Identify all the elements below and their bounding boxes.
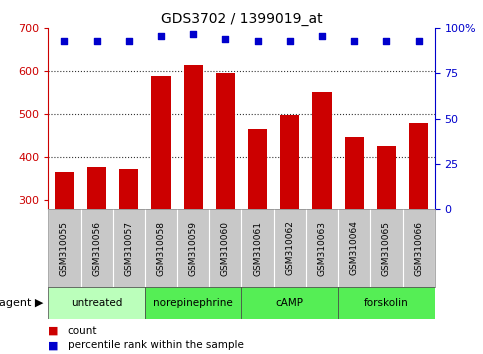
Point	[93, 38, 100, 44]
Point	[222, 36, 229, 42]
Text: GSM310064: GSM310064	[350, 221, 359, 275]
Text: GSM310060: GSM310060	[221, 221, 230, 275]
Bar	[338, 287, 435, 319]
Bar	[145, 287, 242, 319]
Text: cAMP: cAMP	[276, 298, 304, 308]
Point	[383, 38, 390, 44]
Bar	[216, 73, 235, 329]
Point	[125, 38, 133, 44]
Bar	[119, 169, 139, 329]
Bar	[184, 65, 203, 329]
Text: untreated: untreated	[71, 298, 122, 308]
Text: percentile rank within the sample: percentile rank within the sample	[68, 340, 243, 350]
Point	[189, 31, 197, 36]
Text: GSM310062: GSM310062	[285, 221, 294, 275]
Bar	[409, 123, 428, 329]
Text: GSM310063: GSM310063	[317, 221, 327, 275]
Text: count: count	[68, 326, 97, 336]
Bar	[48, 287, 145, 319]
Text: GSM310059: GSM310059	[189, 221, 198, 275]
Bar	[55, 172, 74, 329]
Text: GSM310065: GSM310065	[382, 221, 391, 275]
Text: GSM310056: GSM310056	[92, 221, 101, 275]
Text: GSM310058: GSM310058	[156, 221, 166, 275]
Title: GDS3702 / 1399019_at: GDS3702 / 1399019_at	[161, 12, 322, 26]
Point	[157, 33, 165, 38]
Point	[60, 38, 68, 44]
Text: GSM310057: GSM310057	[124, 221, 133, 275]
Bar	[87, 167, 106, 329]
Text: ■: ■	[48, 326, 59, 336]
Text: norepinephrine: norepinephrine	[153, 298, 233, 308]
Point	[286, 38, 294, 44]
Text: forskolin: forskolin	[364, 298, 409, 308]
Text: GSM310055: GSM310055	[60, 221, 69, 275]
Text: agent ▶: agent ▶	[0, 298, 43, 308]
Bar	[377, 146, 396, 329]
Text: ■: ■	[48, 340, 59, 350]
Text: GSM310066: GSM310066	[414, 221, 423, 275]
Text: GSM310061: GSM310061	[253, 221, 262, 275]
Bar	[248, 129, 267, 329]
Point	[254, 38, 261, 44]
Point	[415, 38, 423, 44]
Bar	[242, 287, 338, 319]
Bar	[280, 115, 299, 329]
Bar	[344, 137, 364, 329]
Bar	[313, 92, 332, 329]
Point	[318, 33, 326, 38]
Point	[350, 38, 358, 44]
Bar	[151, 76, 170, 329]
